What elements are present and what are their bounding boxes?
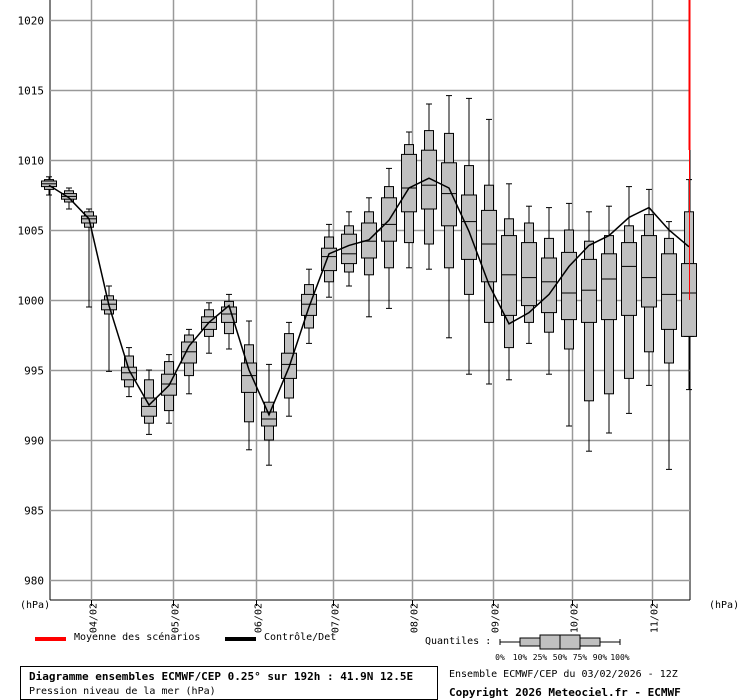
box-plot: [601, 205, 617, 434]
box-p25-p75: [641, 235, 657, 308]
quantile-tick-label: 100%: [610, 653, 629, 662]
quantile-tick-label: 10%: [513, 653, 528, 662]
box-plot: [321, 223, 337, 298]
box-plot: [41, 176, 57, 196]
box-plot: [621, 186, 637, 414]
box-plot: [441, 95, 457, 339]
box-p25-p75: [661, 253, 677, 330]
box-plot: [661, 221, 677, 470]
y-tick-label: 995: [24, 365, 44, 378]
box-plot: [141, 369, 157, 435]
y-tick-label: 990: [24, 435, 44, 448]
x-date-label: 11/02: [650, 603, 661, 633]
x-date-label: 08/02: [410, 603, 421, 633]
box-plot: [581, 211, 597, 452]
box-plot: [481, 118, 497, 385]
box-p25-p75: [561, 251, 577, 321]
y-tick-label: 1015: [18, 85, 45, 98]
box-p25-p75: [341, 233, 357, 265]
box-plot: [541, 207, 557, 375]
y-tick-label: 1000: [18, 295, 45, 308]
box-plot: [401, 131, 417, 269]
y-tick-label: 980: [24, 575, 44, 588]
box-p25-p75: [541, 257, 557, 314]
box-p25-p75: [521, 242, 537, 307]
box-plot: [61, 187, 77, 210]
x-date-label: 07/02: [331, 603, 342, 633]
box-p25-p75: [621, 242, 637, 316]
box-p25-p75: [181, 341, 197, 364]
control-det-line: [48, 177, 690, 417]
box-plot: [521, 205, 537, 344]
box-plot: [81, 208, 97, 308]
box-p25-p75: [501, 235, 517, 316]
run-info: Ensemble ECMWF/CEP du 03/02/2026 - 12Z: [449, 669, 678, 680]
box-p25-p75: [241, 362, 257, 393]
x-date-labels: 04/02 05/02 06/02 07/02 08/02 09/02 10/02 11/02: [89, 603, 661, 633]
box-plot: [381, 167, 397, 309]
control-line-layer: [48, 177, 690, 417]
copyright: Copyright 2026 Meteociel.fr - ECMWF: [449, 686, 681, 699]
legend-graphics: 0% 10% 25% 50% 75% 90% 100%: [35, 634, 630, 662]
quantile-legend-box: 0% 10% 25% 50% 75% 90% 100%: [495, 634, 630, 662]
y-tick-labels: 980 985 990 995 1000 1005 1010 1015 1020: [18, 15, 45, 588]
box-plot: [641, 188, 657, 386]
box-p25-p75: [461, 194, 477, 260]
legend-mean-label: Moyenne des scénarios: [74, 632, 201, 643]
x-date-label: 06/02: [254, 603, 265, 633]
box-plot: [261, 363, 277, 466]
box-p25-p75: [441, 162, 457, 227]
legend-quantiles-label: Quantiles :: [425, 636, 492, 647]
box-plot: [421, 103, 437, 270]
box-p25-p75: [141, 397, 157, 417]
x-date-label: 05/02: [171, 603, 182, 633]
y-unit-label-right: (hPa): [709, 600, 740, 611]
box-plot: [101, 285, 117, 372]
quantile-tick-label: 0%: [495, 653, 505, 662]
box-plot: [241, 320, 257, 451]
y-tick-label: 1020: [18, 15, 45, 28]
y-tick-label: 1010: [18, 155, 45, 168]
legend-control-label: Contrôle/Det: [264, 632, 337, 643]
x-date-label: 10/02: [570, 603, 581, 633]
box-plot: [361, 197, 377, 318]
box-p25-p75: [401, 153, 417, 213]
box-plot: [281, 321, 297, 417]
x-date-label: 04/02: [89, 603, 100, 633]
x-date-label: 09/02: [491, 603, 502, 633]
chart-title: Diagramme ensembles ECMWF/CEP 0.25° sur …: [29, 670, 414, 683]
box-p25-p75: [481, 209, 497, 283]
quantile-tick-label: 25%: [533, 653, 548, 662]
box-plot: [181, 328, 197, 395]
box-plots: [41, 95, 697, 470]
y-unit-label-left: (hPa): [20, 600, 51, 611]
box-p25-p75: [421, 149, 437, 210]
y-tick-label: 1005: [18, 225, 45, 238]
chart-subtitle: Pression niveau de la mer (hPa): [29, 686, 216, 697]
box-plot: [341, 211, 357, 287]
quantile-tick-label: 90%: [593, 653, 608, 662]
y-tick-label: 985: [24, 505, 44, 518]
box-p25-p75: [581, 258, 597, 323]
quantile-tick-label: 50%: [553, 653, 568, 662]
footer-title-box: Diagramme ensembles ECMWF/CEP 0.25° sur …: [20, 666, 438, 700]
box-plot: [561, 202, 577, 427]
box-p25-p75: [601, 253, 617, 321]
box-plot: [461, 97, 477, 375]
box-plot: [501, 183, 517, 381]
quantile-tick-label: 75%: [573, 653, 588, 662]
